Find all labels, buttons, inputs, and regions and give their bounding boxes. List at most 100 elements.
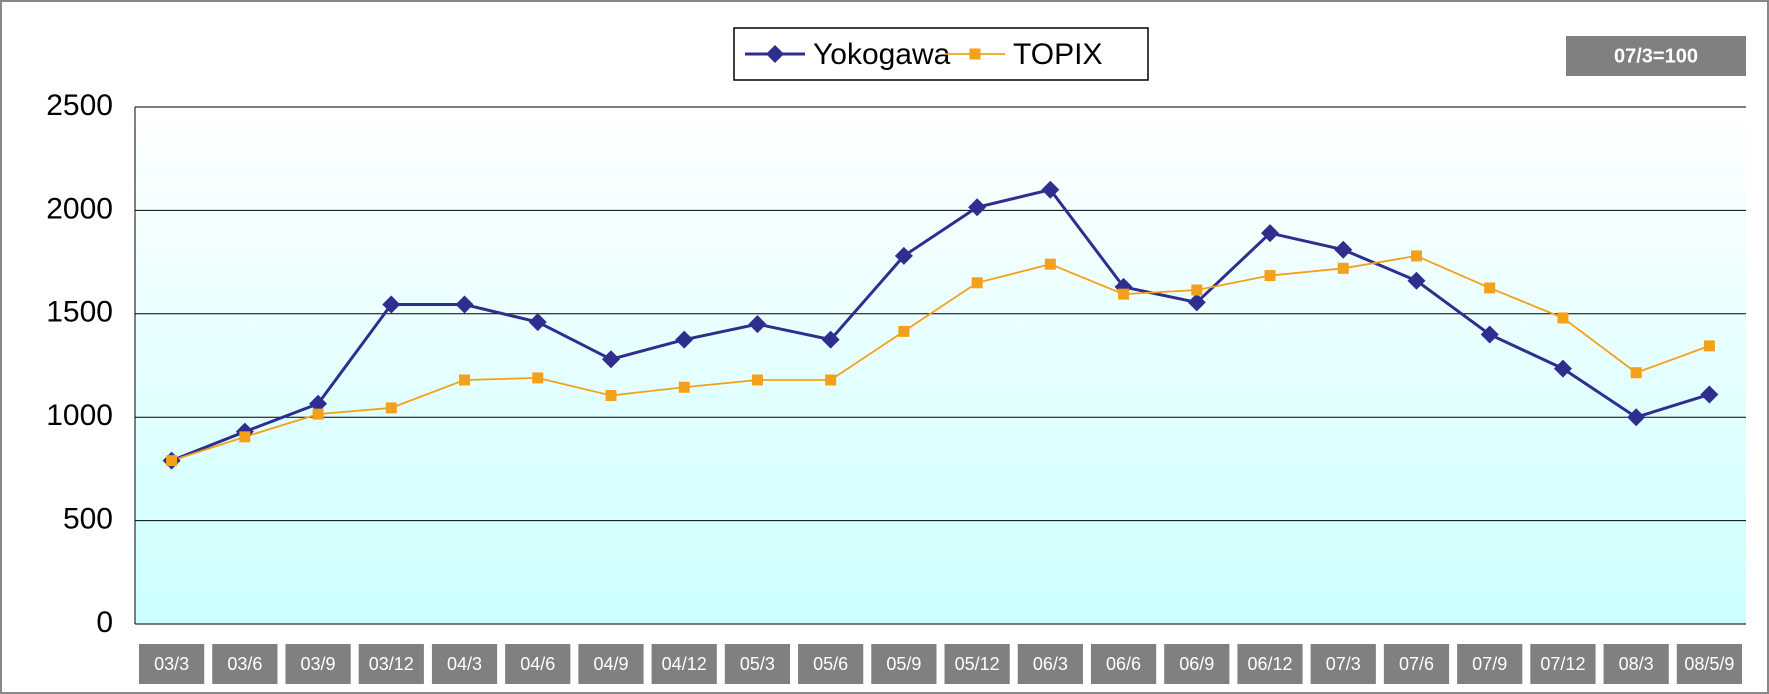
annotation: 07/3=100: [1614, 45, 1698, 67]
x-tick-label: 03/3: [154, 654, 189, 674]
legend-marker: [969, 48, 981, 60]
x-tick-box: [1676, 644, 1742, 684]
point: [1407, 271, 1426, 290]
point: [1191, 284, 1203, 296]
legend-label: Yokogawa: [813, 38, 951, 71]
x-tick-label: 04/6: [520, 654, 555, 674]
point: [1703, 340, 1715, 352]
legend-label: TOPIX: [1013, 38, 1102, 71]
x-tick-label: 04/12: [662, 654, 707, 674]
x-tick-box: [944, 644, 1010, 684]
point: [1553, 359, 1572, 378]
x-tick-label: 05/9: [886, 654, 921, 674]
x-tick-box: [1383, 644, 1450, 684]
legend-marker: [766, 45, 784, 63]
x-tick-box: [871, 644, 937, 684]
x-tick-box: [1237, 644, 1303, 684]
point: [605, 389, 617, 401]
point: [1557, 312, 1569, 324]
x-tick-label: 08/5/9: [1684, 654, 1734, 674]
series-line: [171, 188, 1710, 463]
point: [1041, 180, 1060, 199]
x-tick-box: [578, 644, 644, 684]
point: [894, 246, 913, 265]
x-tick-box: [798, 644, 864, 684]
point: [675, 330, 694, 349]
x-tick-label: 03/12: [369, 654, 414, 674]
point: [1484, 282, 1496, 294]
x-tick-box: [724, 644, 791, 684]
point: [821, 330, 840, 349]
point: [309, 394, 328, 413]
point: [748, 315, 767, 334]
point: [1187, 293, 1206, 312]
point: [528, 313, 547, 332]
x-tick-label: 08/3: [1619, 654, 1654, 674]
x-tick-box: [431, 644, 498, 684]
point: [1630, 367, 1642, 379]
point: [1410, 250, 1422, 262]
x-tick-label: 04/3: [447, 654, 482, 674]
x-tick-box: [1310, 644, 1376, 684]
annotation-box: [1566, 36, 1746, 76]
point: [1334, 240, 1353, 259]
point: [1337, 262, 1349, 274]
point: [1627, 408, 1646, 427]
y-tick-label: 2500: [46, 89, 113, 122]
point: [898, 325, 910, 337]
point: [532, 372, 544, 384]
plot-area: [135, 107, 1746, 624]
x-tick-label: 03/9: [301, 654, 336, 674]
point: [678, 381, 690, 393]
x-tick-label: 06/6: [1106, 654, 1141, 674]
x-tick-box: [139, 644, 205, 684]
point: [385, 402, 397, 414]
series-line: [171, 254, 1710, 462]
x-tick-box: [1603, 644, 1669, 684]
x-tick-label: 07/12: [1540, 654, 1585, 674]
point: [239, 431, 251, 443]
x-tick-box: [1090, 644, 1157, 684]
point: [1118, 288, 1130, 300]
point: [459, 374, 471, 386]
x-tick-box: [1457, 644, 1523, 684]
x-tick-label: 05/6: [813, 654, 848, 674]
point: [825, 374, 837, 386]
point: [166, 455, 178, 467]
x-tick-box: [285, 644, 351, 684]
x-tick-box: [358, 644, 424, 684]
x-tick-label: 06/12: [1247, 654, 1292, 674]
y-tick-label: 2000: [46, 192, 113, 225]
x-tick-box: [1017, 644, 1083, 684]
x-tick-label: 04/9: [593, 654, 628, 674]
x-tick-label: 06/9: [1179, 654, 1214, 674]
y-tick-label: 1000: [46, 399, 113, 432]
x-tick-label: 07/6: [1399, 654, 1434, 674]
y-tick-label: 500: [63, 503, 113, 536]
point: [1261, 224, 1280, 243]
x-tick-box: [1164, 644, 1230, 684]
x-tick-label: 05/3: [740, 654, 775, 674]
x-tick-label: 03/6: [227, 654, 262, 674]
x-tick-box: [651, 644, 717, 684]
point: [601, 350, 620, 369]
point: [1480, 325, 1499, 344]
x-tick-label: 07/9: [1472, 654, 1507, 674]
x-tick-label: 06/3: [1033, 654, 1068, 674]
x-tick-label: 05/12: [955, 654, 1000, 674]
x-tick-box: [505, 644, 571, 684]
x-tick-box: [1530, 644, 1596, 684]
point: [312, 408, 324, 420]
y-tick-label: 0: [96, 606, 113, 639]
x-tick-box: [212, 644, 278, 684]
x-tick-label: 07/3: [1326, 654, 1361, 674]
point: [1700, 385, 1719, 404]
y-tick-label: 1500: [46, 296, 113, 329]
point: [382, 295, 401, 314]
point: [1044, 258, 1056, 270]
point: [751, 374, 763, 386]
point: [455, 295, 474, 314]
point: [1264, 270, 1276, 282]
point: [968, 198, 987, 217]
